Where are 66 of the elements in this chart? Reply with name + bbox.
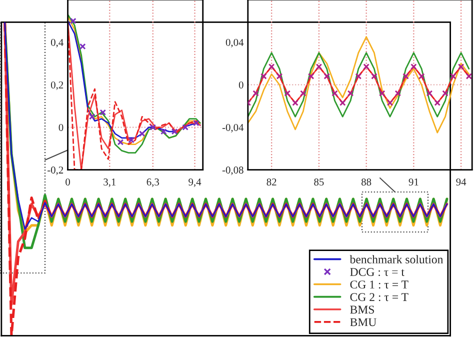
- line-series: [248, 52, 470, 118]
- y-tick-label: 0,04: [226, 38, 244, 48]
- point: [128, 136, 134, 144]
- point: [371, 73, 378, 80]
- point: [182, 124, 188, 130]
- point: [70, 18, 76, 24]
- point: [160, 128, 167, 135]
- point: [347, 90, 354, 96]
- y-tick-label: -0,04: [222, 124, 244, 133]
- point: [276, 73, 283, 80]
- point: [100, 109, 106, 116]
- point: [117, 139, 124, 146]
- point: [138, 130, 146, 137]
- point: [394, 90, 402, 96]
- legend-label: DCG : τ = t: [350, 268, 404, 276]
- point: [308, 73, 314, 80]
- point: [150, 124, 156, 130]
- y-tick-label: -0,08: [222, 166, 244, 176]
- legend-label: CG 1 : τ = T: [350, 280, 408, 289]
- point: [332, 90, 338, 96]
- point: [292, 100, 298, 106]
- legend-label: BMU: [350, 318, 376, 326]
- y-tick-label: 0,2: [50, 81, 64, 90]
- legend-label: CG 2 : τ = T: [350, 293, 408, 302]
- point: [316, 64, 322, 70]
- legend-label: benchmark solution: [350, 255, 444, 264]
- y-tick-label: 0,4: [50, 38, 64, 48]
- point: [426, 90, 433, 96]
- x-tick-label: 0: [66, 178, 70, 186]
- x-tick-label: 6,3: [146, 178, 159, 188]
- point: [300, 90, 306, 96]
- x-tick-label: 88: [362, 178, 372, 186]
- point: [402, 73, 409, 80]
- point: [378, 90, 386, 96]
- point: [458, 64, 464, 70]
- x-tick-label: 3,1: [104, 178, 116, 188]
- y-tick-label: 0: [58, 124, 64, 132]
- point: [171, 128, 178, 135]
- point: [410, 64, 417, 70]
- line-series: [248, 36, 470, 134]
- point: [386, 100, 394, 106]
- y-tick-label: -0,2: [48, 166, 64, 176]
- x-tick-label: 82: [266, 178, 276, 186]
- point: [79, 43, 86, 50]
- point: [268, 64, 275, 70]
- point: [284, 90, 291, 96]
- line-series: [248, 66, 470, 104]
- point: [434, 100, 441, 106]
- point: [466, 73, 472, 80]
- point: [252, 90, 259, 96]
- point: [260, 73, 267, 80]
- point: [418, 73, 425, 80]
- point: [192, 120, 200, 126]
- x-tick-label: 91: [408, 178, 418, 186]
- legend-label: BMS: [350, 306, 374, 314]
- y-tick-label: 0: [238, 81, 244, 88]
- point: [339, 100, 346, 106]
- point: [324, 73, 330, 80]
- x-tick-label: 94: [456, 178, 466, 186]
- x-tick-label: 85: [314, 178, 324, 186]
- point: [88, 113, 96, 120]
- point: [450, 73, 456, 80]
- point: [355, 73, 362, 80]
- point: [442, 90, 448, 96]
- x-tick-label: 9,4: [188, 178, 202, 188]
- point: [363, 64, 370, 70]
